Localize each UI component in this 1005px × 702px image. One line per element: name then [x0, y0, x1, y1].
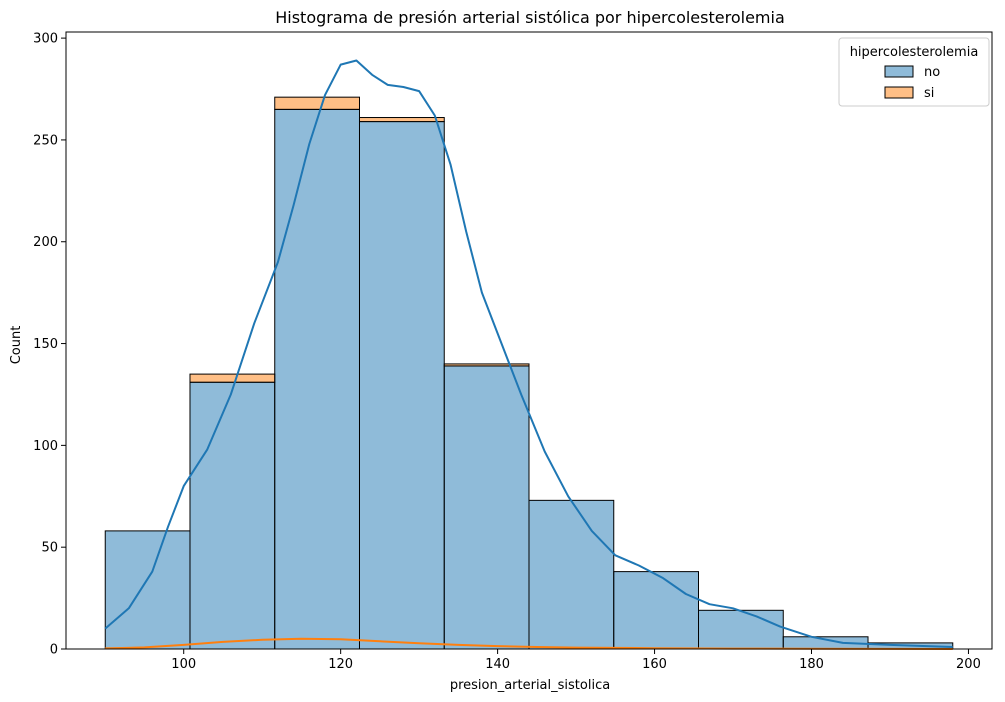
- y-tick-label-300: 300: [33, 32, 58, 47]
- legend: hipercolesterolemia no si: [838, 37, 990, 107]
- x-tick-label-160: 160: [642, 657, 667, 672]
- y-tick-label-200: 200: [33, 235, 58, 250]
- bar-no-2: [274, 108, 360, 650]
- bars-layer: [104, 96, 954, 650]
- x-axis-label: presion_arterial_sistolica: [450, 678, 610, 693]
- bar-no-0: [104, 530, 191, 650]
- bar-no-6: [613, 571, 700, 650]
- y-tick-label-150: 150: [33, 337, 58, 352]
- y-axis-label: Count: [9, 326, 24, 365]
- y-tick-label-50: 50: [41, 541, 58, 556]
- x-tick-label-180: 180: [799, 657, 824, 672]
- bar-no-7: [698, 609, 784, 650]
- bar-no-3: [358, 121, 445, 650]
- bar-no-1: [189, 381, 276, 650]
- x-tick-label-200: 200: [956, 657, 981, 672]
- legend-label-si: si: [924, 86, 934, 101]
- bar-si-4: [443, 363, 530, 367]
- x-axis: 100 120 140 160 180 200: [171, 649, 981, 672]
- legend-label-no: no: [924, 65, 940, 80]
- plot-area: [65, 31, 993, 650]
- y-tick-label-250: 250: [33, 133, 58, 148]
- kde-lines-layer: [104, 59, 953, 650]
- chart-title: Histograma de presión arterial sistólica…: [275, 8, 785, 27]
- legend-title: hipercolesterolemia: [850, 45, 979, 60]
- x-tick-label-120: 120: [328, 657, 353, 672]
- bar-si-2: [274, 96, 360, 110]
- bar-no-5: [528, 499, 615, 650]
- legend-box: [838, 37, 990, 107]
- bar-si-3: [358, 117, 445, 123]
- y-tick-label-100: 100: [33, 439, 58, 454]
- bar-no-4: [443, 365, 530, 650]
- legend-swatch-si: [884, 86, 914, 99]
- bar-si-1: [189, 373, 276, 383]
- x-tick-label-140: 140: [485, 657, 510, 672]
- kde-line-si: [105, 637, 953, 650]
- legend-swatch-no: [884, 65, 914, 78]
- y-axis: 0 50 100 150 200 250 300: [33, 32, 66, 658]
- y-tick-label-0: 0: [50, 643, 58, 658]
- kde-line-no: [104, 59, 953, 648]
- plot-frame: [65, 31, 993, 650]
- x-tick-label-100: 100: [171, 657, 196, 672]
